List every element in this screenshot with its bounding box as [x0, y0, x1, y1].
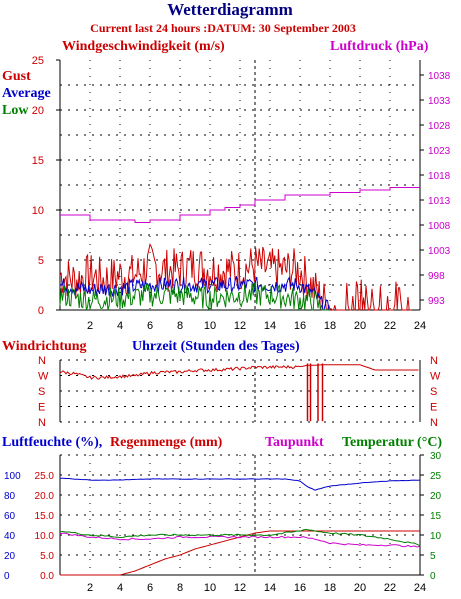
humidity-line [59, 477, 421, 491]
temperature-line [59, 528, 421, 547]
wind-x-tick-label: 16 [294, 320, 306, 332]
wind-y-tick-label: 20 [32, 105, 44, 117]
humidity-tick-label: 80 [4, 491, 16, 502]
direction-left-label: N [38, 355, 46, 367]
wind-direction-label: Windrichtung [2, 339, 87, 354]
temperature-tick-label: 20 [430, 491, 442, 502]
humidity-x-tick-label: 8 [177, 582, 183, 594]
temperature-label: Temperatur (°C) [342, 435, 442, 450]
direction-right-label: E [430, 402, 437, 414]
chart-subtitle: Current last 24 hours :DATUM: 30 Septemb… [90, 21, 356, 35]
direction-right-label: N [430, 355, 438, 367]
pressure-y-tick-label: 1028 [428, 121, 451, 132]
humidity-tick-label: 40 [4, 531, 16, 542]
humidity-x-tick-label: 10 [204, 582, 216, 594]
direction-left-label: W [38, 371, 49, 383]
low-legend: Low [2, 103, 29, 118]
temperature-tick-label: 10 [430, 531, 442, 542]
humidity-x-tick-label: 16 [294, 582, 306, 594]
pressure-label: Luftdruck (hPa) [330, 39, 429, 54]
temperature-tick-label: 0 [430, 571, 436, 582]
wind-direction-line [59, 364, 419, 380]
wind-x-tick-label: 24 [414, 320, 426, 332]
wind-x-tick-label: 14 [264, 320, 276, 332]
pressure-y-tick-label: 1013 [428, 196, 451, 207]
pressure-y-tick-label: 1003 [428, 246, 451, 257]
pressure-y-tick-label: 993 [428, 296, 445, 307]
humidity-tick-label: 100 [4, 471, 21, 482]
pressure-y-tick-label: 1018 [428, 171, 451, 182]
humidity-x-tick-label: 18 [324, 582, 336, 594]
wind-x-tick-label: 4 [117, 320, 123, 332]
wind-y-tick-label: 25 [32, 55, 44, 67]
chart-title: Wetterdiagramm [167, 0, 293, 19]
pressure-y-tick-label: 1038 [428, 71, 451, 82]
rain-tick-label: 25.0 [35, 471, 55, 482]
pressure-y-tick-label: 1033 [428, 96, 451, 107]
rain-line [60, 530, 420, 576]
humidity-x-tick-label: 20 [354, 582, 366, 594]
pressure-line [60, 187, 420, 223]
direction-right-label: S [430, 386, 437, 398]
humidity-x-tick-label: 4 [117, 582, 123, 594]
dewpoint-label: Taupunkt [265, 435, 324, 450]
average-wind-line [59, 275, 330, 311]
rain-tick-label: 5.0 [40, 551, 54, 562]
temperature-tick-label: 15 [430, 511, 442, 522]
humidity-tick-label: 20 [4, 551, 16, 562]
wind-x-tick-label: 8 [177, 320, 183, 332]
rain-tick-label: 10.0 [35, 531, 55, 542]
low-wind-line [59, 282, 330, 311]
wind-y-tick-label: 15 [32, 155, 44, 167]
pressure-y-tick-label: 998 [428, 271, 445, 282]
humidity-x-tick-label: 12 [234, 582, 246, 594]
direction-left-label: S [38, 386, 45, 398]
temperature-tick-label: 25 [430, 471, 442, 482]
humidity-x-tick-label: 6 [147, 582, 153, 594]
humidity-label: Luftfeuchte (%), [2, 435, 102, 450]
direction-right-label: N [430, 417, 438, 429]
dewpoint-line [59, 532, 421, 548]
direction-left-label: N [38, 417, 46, 429]
rain-label: Regenmenge (mm) [110, 435, 223, 450]
direction-left-label: E [38, 402, 45, 414]
gust-legend: Gust [2, 69, 31, 84]
wind-y-tick-label: 5 [38, 255, 44, 267]
wind-speed-label: Windgeschwindigkeit (m/s) [62, 39, 225, 54]
pressure-y-tick-label: 1023 [428, 146, 451, 157]
wind-y-tick-label: 10 [32, 205, 44, 217]
rain-tick-label: 15.0 [35, 511, 55, 522]
humidity-x-tick-label: 2 [87, 582, 93, 594]
humidity-tick-label: 60 [4, 511, 16, 522]
hour-axis-label: Uhrzeit (Stunden des Tages) [132, 339, 300, 354]
pressure-y-tick-label: 1008 [428, 221, 451, 232]
rain-tick-label: 20.0 [35, 491, 55, 502]
wind-x-tick-label: 20 [354, 320, 366, 332]
humidity-x-tick-label: 22 [384, 582, 396, 594]
wind-x-tick-label: 10 [204, 320, 216, 332]
wind-x-tick-label: 22 [384, 320, 396, 332]
wind-x-tick-label: 12 [234, 320, 246, 332]
direction-right-label: W [430, 371, 441, 383]
humidity-x-tick-label: 14 [264, 582, 276, 594]
temperature-tick-label: 5 [430, 551, 436, 562]
temperature-tick-label: 30 [430, 451, 442, 462]
wind-x-tick-label: 18 [324, 320, 336, 332]
wind-x-tick-label: 6 [147, 320, 153, 332]
humidity-tick-label: 0 [4, 571, 10, 582]
wind-x-tick-label: 2 [87, 320, 93, 332]
rain-tick-label: 0.0 [40, 571, 54, 582]
average-legend: Average [2, 86, 51, 101]
humidity-x-tick-label: 24 [414, 582, 426, 594]
wind-y-tick-label: 0 [38, 305, 44, 317]
